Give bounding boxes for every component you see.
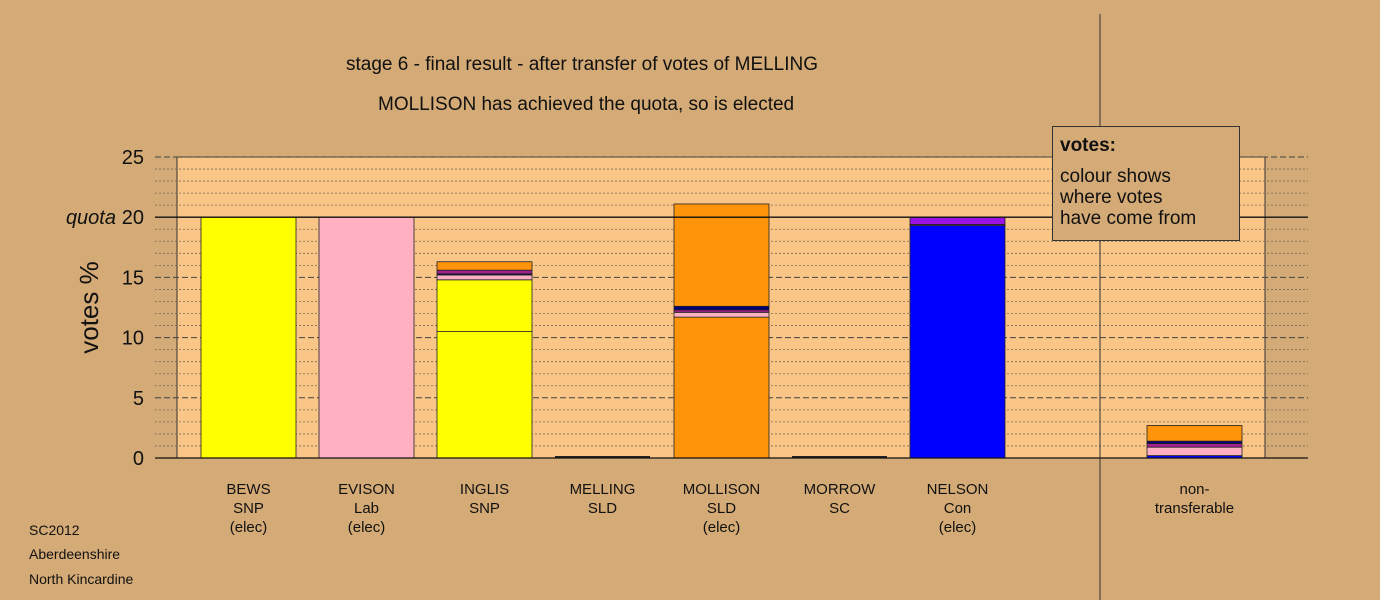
category-label: SNP <box>469 500 500 517</box>
bar-segment <box>673 311 770 318</box>
y-axis-label: votes % <box>74 261 104 354</box>
footer-council: Aberdeenshire <box>29 546 121 562</box>
legend-box: votes: colour shows where votes have com… <box>1052 126 1240 241</box>
y-tick-label: 10 <box>122 328 144 350</box>
category-label: NELSON <box>927 481 989 498</box>
y-tick-label: 0 <box>133 448 144 470</box>
y-tick-label: 5 <box>133 388 144 410</box>
bar-segment <box>318 216 415 459</box>
footer-ward: North Kincardine <box>29 571 134 587</box>
category-label: SLD <box>588 500 617 517</box>
chart-subtitle: MOLLISON has achieved the quota, so is e… <box>378 94 795 115</box>
bar-segment <box>1146 443 1243 448</box>
category-label: (elec) <box>348 519 386 536</box>
bar-segment <box>909 225 1006 459</box>
legend-line: have come from <box>1060 208 1197 229</box>
category-label: MOLLISON <box>683 481 761 498</box>
bar-segment <box>200 216 297 459</box>
category-label: EVISON <box>338 481 395 498</box>
quota-label: quota <box>66 207 116 229</box>
footer-election: SC2012 <box>29 522 80 538</box>
bar-segment <box>673 316 770 459</box>
bar-segment <box>1146 446 1243 456</box>
bar-segment <box>436 274 533 281</box>
bar-segment <box>1146 425 1243 442</box>
bar-segment <box>436 269 533 275</box>
category-label: (elec) <box>230 519 268 536</box>
category-label: MORROW <box>804 481 876 498</box>
category-label: Lab <box>354 500 379 517</box>
category-label: SLD <box>707 500 736 517</box>
bar-segment <box>436 261 533 271</box>
bar-segment <box>436 331 533 459</box>
category-label: MELLING <box>570 481 636 498</box>
category-label: SC <box>829 500 850 517</box>
category-label: (elec) <box>939 519 977 536</box>
bar-segment <box>909 216 1006 225</box>
legend-heading: votes: <box>1060 135 1116 156</box>
category-label: BEWS <box>226 481 270 498</box>
y-tick-label: 25 <box>122 147 144 169</box>
bar-segment <box>673 203 770 307</box>
y-tick-label: 20 <box>122 207 144 229</box>
bar-segment <box>673 305 770 311</box>
legend-line: colour shows <box>1060 166 1171 187</box>
category-label: (elec) <box>703 519 741 536</box>
category-label: Con <box>944 500 972 517</box>
category-label: non- <box>1179 481 1209 498</box>
legend-line: where votes <box>1060 187 1163 208</box>
bar-segment <box>436 279 533 332</box>
chart-title: stage 6 - final result - after transfer … <box>346 54 819 75</box>
category-label: SNP <box>233 500 264 517</box>
category-label: transferable <box>1155 500 1234 517</box>
y-tick-label: 15 <box>122 267 144 289</box>
category-label: INGLIS <box>460 481 509 498</box>
